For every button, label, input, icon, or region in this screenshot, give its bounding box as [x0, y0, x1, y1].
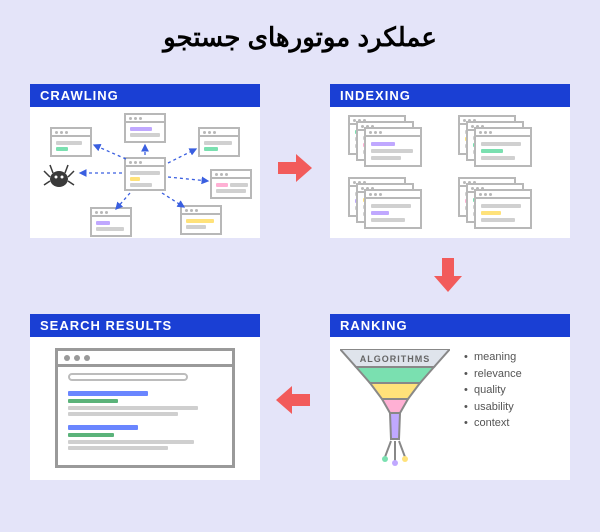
funnel-label: ALGORITHMS — [360, 354, 431, 364]
panel-ranking: RANKING ALGORITHMS meaning — [330, 314, 570, 480]
funnel-icon: ALGORITHMS — [340, 349, 450, 474]
page-title: عملکرد موتورهای جستجو — [0, 0, 600, 63]
arrow-rank-to-results — [274, 380, 314, 420]
panel-results: SEARCH RESULTS — [30, 314, 260, 480]
panel-crawling: CRAWLING — [30, 84, 260, 238]
arrow-crawl-to-index — [274, 148, 314, 188]
spider-icon — [42, 163, 76, 189]
arrow-index-to-rank — [428, 254, 468, 294]
serp-window-icon — [55, 348, 235, 468]
panel-results-header: SEARCH RESULTS — [30, 314, 260, 337]
panel-crawling-header: CRAWLING — [30, 84, 260, 107]
panel-ranking-header: RANKING — [330, 314, 570, 337]
panel-indexing-header: INDEXING — [330, 84, 570, 107]
panel-indexing: INDEXING — [330, 84, 570, 238]
ranking-bullets: meaning relevance quality usability cont… — [464, 349, 522, 432]
